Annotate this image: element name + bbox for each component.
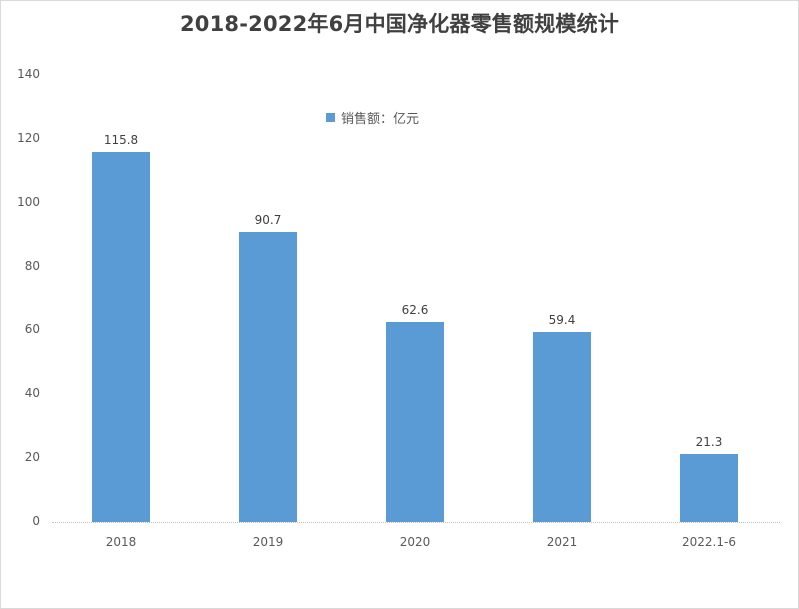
bar-2019 [239,232,297,522]
y-tick-label: 40 [24,386,40,401]
chart-title: 2018-2022年6月中国净化器零售额规模统计 [179,12,620,36]
y-tick-label: 140 [17,67,40,81]
data-label: 90.7 [254,213,282,228]
bar-2021 [533,332,591,522]
legend-swatch-icon [326,113,335,122]
x-tick-label: 2022.1-6 [682,535,736,549]
bar-2022.1-6 [680,453,738,522]
bar-2018 [92,152,150,522]
y-tick-label: 0 [32,514,40,528]
chart-legend: 销售额：亿元 [326,108,419,127]
y-tick-label: 100 [17,194,40,209]
x-tick-label: 2019 [252,535,284,549]
y-tick-label: 80 [24,258,40,273]
y-tick-label: 20 [24,450,40,465]
bar-2020 [386,322,444,522]
legend-label: 销售额：亿元 [341,112,420,127]
y-tick-label: 60 [24,322,40,337]
x-tick-label: 2020 [399,535,431,549]
data-label: 62.6 [401,303,429,318]
x-axis-line [52,522,780,523]
x-tick-label: 2018 [105,535,137,549]
y-tick-label: 120 [17,130,40,145]
data-label: 21.3 [695,434,723,449]
x-tick-label: 2021 [546,535,578,549]
data-label: 59.4 [548,313,576,328]
data-label: 115.8 [103,133,139,148]
